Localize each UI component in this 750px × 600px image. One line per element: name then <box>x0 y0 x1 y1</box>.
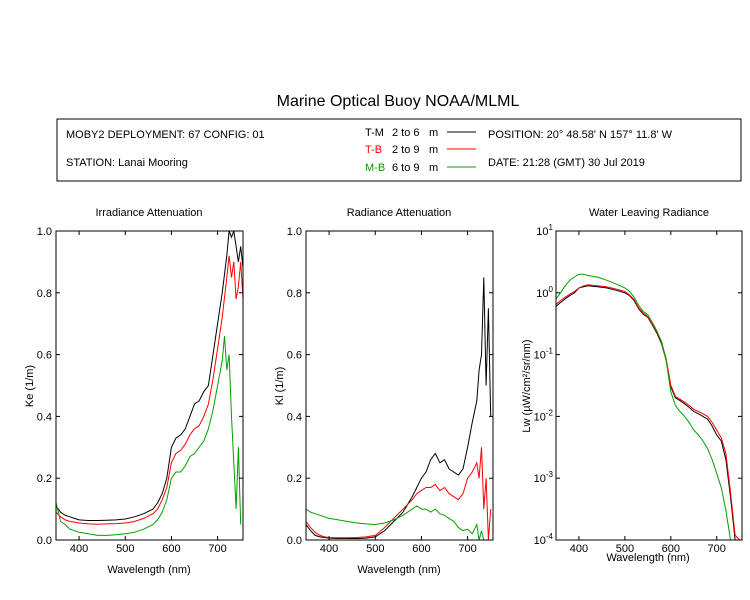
x-tick-label: 500 <box>366 543 384 555</box>
legend-item-m-b: M-B 6 to 9 m <box>365 162 476 174</box>
x-tick-label: 400 <box>320 543 338 555</box>
series-line-m-b <box>556 273 736 540</box>
series-line-t-b <box>56 255 243 525</box>
legend-unit: m <box>429 144 438 156</box>
x-tick-label: 700 <box>208 543 226 555</box>
y-tick-label: 0.2 <box>287 473 302 485</box>
y-tick-label: 0.4 <box>37 411 52 423</box>
date-label: DATE: 21:28 (GMT) 30 Jul 2019 <box>488 157 645 169</box>
x-tick-label: 700 <box>458 543 476 555</box>
y-tick-label: 0.4 <box>287 411 302 423</box>
x-tick-label: 400 <box>70 543 88 555</box>
series-line-t-b <box>306 447 492 540</box>
legend: T-M 2 to 6 m T-B 2 to 9 m M-B 6 to 9 m <box>365 127 476 174</box>
legend-unit: m <box>429 127 438 139</box>
plot-frame <box>55 230 244 541</box>
station-label: STATION: Lanai Mooring <box>66 157 188 169</box>
x-tick-label: 600 <box>412 543 430 555</box>
legend-code: T-B <box>365 144 382 156</box>
panel-title: Irradiance Attenuation <box>95 207 202 219</box>
series-line-t-m <box>56 231 243 521</box>
y-tick-label: 10-2 <box>534 408 554 423</box>
x-tick-label: 600 <box>662 543 680 555</box>
panel-irradiance-attenuation: Irradiance Attenuation Wavelength (nm) K… <box>24 207 244 576</box>
info-box <box>56 118 742 182</box>
y-tick-label: 101 <box>536 223 553 238</box>
y-tick-label: 100 <box>536 285 553 300</box>
position-label: POSITION: 20° 48.58' N 157° 11.8' W <box>488 129 673 141</box>
x-tick-label: 500 <box>116 543 134 555</box>
x-tick-label: 600 <box>162 543 180 555</box>
chart-title: Marine Optical Buoy NOAA/MLML <box>277 93 520 110</box>
y-tick-label: 1.0 <box>287 226 302 238</box>
series-line-m-b <box>306 505 487 540</box>
y-tick-label: 0.8 <box>287 288 302 300</box>
y-tick-label: 10-3 <box>534 470 554 485</box>
legend-code: T-M <box>365 127 384 139</box>
panel-radiance-attenuation: Radiance Attenuation Wavelength (nm) Kl … <box>274 207 494 576</box>
plot-frame <box>305 230 494 541</box>
y-tick-label: 0.0 <box>287 535 302 547</box>
legend-item-t-b: T-B 2 to 9 m <box>365 144 476 156</box>
y-tick-label: 10-1 <box>534 347 554 362</box>
series-line-t-b <box>556 284 741 540</box>
series-line-m-b <box>56 336 242 536</box>
legend-unit: m <box>429 162 438 174</box>
series-line-t-m <box>556 285 740 540</box>
y-tick-label: 0.6 <box>287 350 302 362</box>
x-axis-label: Wavelength (nm) <box>357 564 440 576</box>
legend-code: M-B <box>365 162 385 174</box>
x-tick-label: 700 <box>708 543 726 555</box>
legend-range: 2 to 9 <box>392 144 420 156</box>
y-axis-label: Lw (µW/cm²/sr/nm) <box>521 339 533 432</box>
y-tick-label: 1.0 <box>37 226 52 238</box>
legend-range: 2 to 6 <box>392 127 420 139</box>
y-tick-label: 0.8 <box>37 288 52 300</box>
panel-water-leaving-radiance: Water Leaving Radiance Wavelength (nm) L… <box>521 207 743 564</box>
legend-item-t-m: T-M 2 to 6 m <box>365 127 476 139</box>
x-axis-label: Wavelength (nm) <box>606 552 689 564</box>
y-tick-label: 0.6 <box>37 350 52 362</box>
panel-title: Radiance Attenuation <box>347 207 452 219</box>
x-axis-label: Wavelength (nm) <box>107 564 190 576</box>
y-tick-label: 10-4 <box>534 532 554 547</box>
y-axis-label: Kl (1/m) <box>274 367 286 406</box>
series-line-t-m <box>306 277 492 539</box>
panel-title: Water Leaving Radiance <box>589 207 709 219</box>
y-axis-label: Ke (1/m) <box>24 365 36 407</box>
x-tick-label: 500 <box>616 543 634 555</box>
plot-frame <box>555 230 743 541</box>
x-tick-label: 400 <box>570 543 588 555</box>
y-tick-label: 0.0 <box>37 535 52 547</box>
legend-range: 6 to 9 <box>392 162 420 174</box>
y-tick-label: 0.2 <box>37 473 52 485</box>
deployment-label: MOBY2 DEPLOYMENT: 67 CONFIG: 01 <box>66 129 265 141</box>
